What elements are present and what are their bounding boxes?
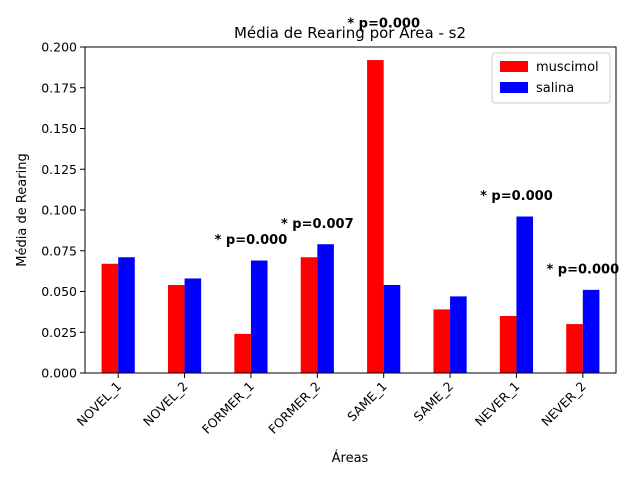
bar-salina-FORMER_2 bbox=[317, 244, 334, 373]
y-axis-title: Média de Rearing bbox=[15, 153, 30, 266]
significance-annotation: * p=0.000 bbox=[546, 263, 619, 278]
bar-muscimol-FORMER_1 bbox=[234, 333, 251, 373]
bar-salina-NEVER_2 bbox=[582, 289, 600, 373]
plot-area: 0.000 0.025 0.050 0.075 0.100 0.125 0.150 0.175… bbox=[41, 16, 619, 436]
bar-muscimol-NEVER_1 bbox=[499, 315, 517, 373]
bar-salina-SAME_2 bbox=[450, 296, 467, 373]
x-axis-title: Áreas bbox=[332, 450, 369, 466]
y-tick-label: 0.125 bbox=[41, 162, 77, 177]
y-tick-label: 0.025 bbox=[41, 325, 77, 340]
bar-muscimol-SAME_1 bbox=[367, 60, 384, 373]
significance-annotation: * p=0.000 bbox=[347, 16, 420, 31]
y-tick-label: 0.075 bbox=[41, 243, 77, 258]
bar-muscimol-SAME_2 bbox=[433, 309, 451, 373]
legend-label-salina: salina bbox=[536, 81, 574, 96]
legend-swatch-salina bbox=[500, 82, 528, 93]
y-tick-label: 0.200 bbox=[41, 40, 77, 55]
significance-annotation: * p=0.000 bbox=[480, 189, 553, 204]
bar-salina-NOVEL_2 bbox=[184, 278, 202, 373]
plot-frame bbox=[84, 46, 617, 374]
bar-salina-FORMER_1 bbox=[250, 260, 268, 373]
y-tick-label: 0.000 bbox=[41, 366, 77, 381]
chart-title: Média de Rearing por Área - s2 bbox=[234, 23, 466, 42]
bar-salina-NOVEL_1 bbox=[118, 257, 135, 373]
legend-swatch-muscimol bbox=[500, 61, 528, 72]
y-tick-label: 0.100 bbox=[41, 203, 77, 218]
bar-muscimol-NOVEL_1 bbox=[101, 263, 119, 373]
y-tick-label: 0.050 bbox=[41, 284, 77, 299]
y-tick-label: 0.175 bbox=[41, 80, 77, 95]
bar-muscimol-NEVER_2 bbox=[566, 324, 583, 373]
legend-label-muscimol: muscimol bbox=[536, 60, 599, 75]
bar-salina-NEVER_1 bbox=[516, 216, 534, 373]
bar-muscimol-FORMER_2 bbox=[300, 257, 318, 373]
significance-annotation: * p=0.007 bbox=[281, 217, 354, 232]
y-tick-label: 0.150 bbox=[41, 121, 77, 136]
bar-salina-SAME_1 bbox=[383, 284, 401, 373]
significance-annotation: * p=0.000 bbox=[215, 233, 288, 248]
bar-muscimol-NOVEL_2 bbox=[167, 284, 185, 373]
